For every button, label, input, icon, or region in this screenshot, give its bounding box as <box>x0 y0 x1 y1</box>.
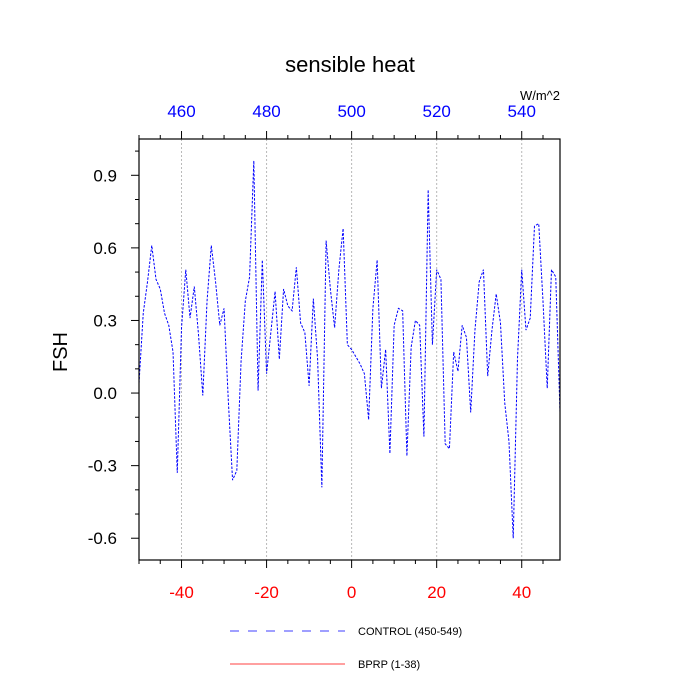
legend: CONTROL (450-549) BPRP (1-38) <box>230 626 462 671</box>
y-tick-label: 0.9 <box>93 166 117 185</box>
x-tick-label-top: 520 <box>422 102 450 121</box>
x-tick-label-bottom: 0 <box>347 583 356 602</box>
y-tick-label: 0.6 <box>93 239 117 258</box>
axis-ticks <box>131 131 544 568</box>
x-tick-label-bottom: -20 <box>254 583 279 602</box>
series-line-0 <box>138 160 561 539</box>
x-tick-label-bottom: -40 <box>169 583 194 602</box>
x-tick-label-bottom: 20 <box>427 583 446 602</box>
x-tick-label-bottom: 40 <box>512 583 531 602</box>
chart-title: sensible heat <box>285 52 415 77</box>
tick-labels: -40 -20 0 20 40 460 480 500 520 540 -0.6 -0.3 0.0 0.3… <box>88 102 536 602</box>
x-tick-label-top: 480 <box>252 102 280 121</box>
legend-label: BPRP (1-38) <box>358 659 420 671</box>
y-tick-label: 0.3 <box>93 311 117 330</box>
x-tick-label-top: 500 <box>337 102 365 121</box>
top-axis-unit: W/m^2 <box>520 88 560 103</box>
plot-frame <box>138 138 561 561</box>
y-tick-label: -0.6 <box>88 529 117 548</box>
x-tick-label-top: 460 <box>167 102 195 121</box>
x-tick-label-top: 540 <box>508 102 536 121</box>
legend-label: CONTROL (450-549) <box>358 626 462 638</box>
series-layer <box>138 160 561 539</box>
y-axis-label: FSH <box>50 332 72 372</box>
y-tick-label: -0.3 <box>88 457 117 476</box>
y-tick-label: 0.0 <box>93 384 117 403</box>
